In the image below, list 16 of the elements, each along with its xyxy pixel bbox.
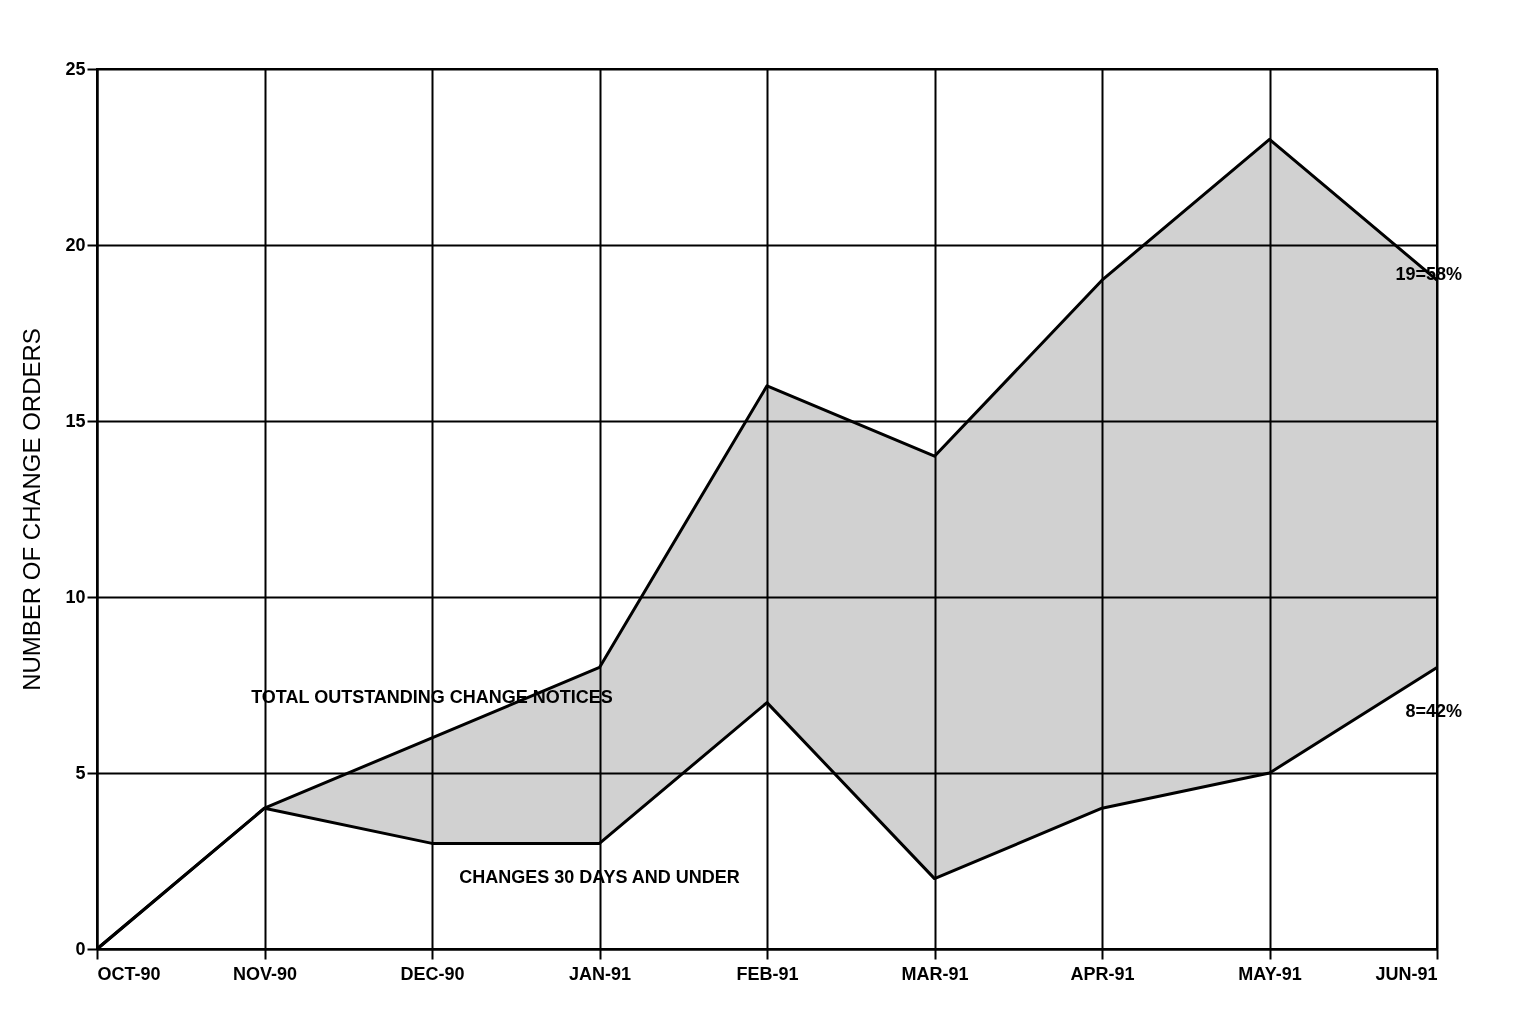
x-tick-label: MAR-91: [901, 963, 969, 984]
x-tick-label: APR-91: [1070, 963, 1135, 984]
y-axis-title: NUMBER OF CHANGE ORDERS: [18, 328, 46, 691]
x-tick-label: FEB-91: [736, 963, 799, 984]
y-tick-label: 10: [65, 586, 86, 607]
y-tick-label: 25: [65, 58, 86, 79]
y-tick-label: 0: [75, 938, 86, 959]
x-tick-label: MAY-91: [1238, 963, 1302, 984]
x-tick-label: DEC-90: [400, 963, 465, 984]
x-tick-label: JAN-91: [568, 963, 632, 984]
y-tick-label: 20: [65, 234, 86, 255]
x-tick-label: JUN-91: [1375, 963, 1438, 984]
y-tick-label: 15: [65, 410, 86, 431]
y-tick-label: 5: [75, 762, 86, 783]
x-tick-label: OCT-90: [97, 963, 161, 984]
x-tick-label: NOV-90: [232, 963, 298, 984]
